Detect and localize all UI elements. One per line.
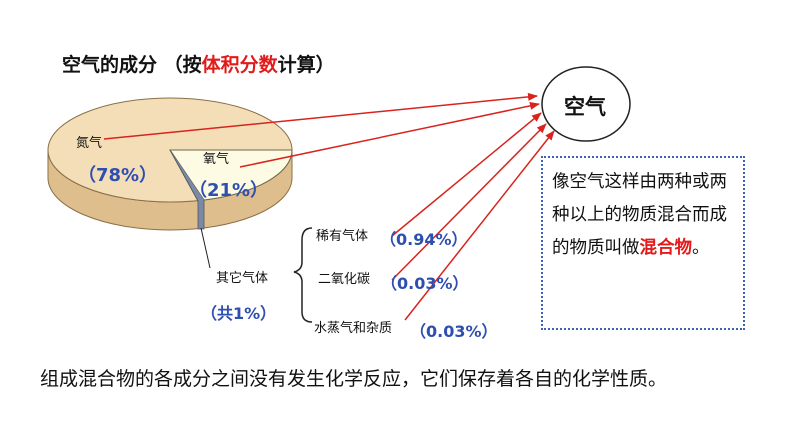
definition-box: 像空气这样由两种或两种以上的物质混合而成的物质叫做混合物。	[541, 156, 745, 330]
co2-percent: （0.03%）	[381, 274, 469, 293]
others-label: 其它气体	[216, 271, 269, 286]
vapor-percent: （0.03%）	[410, 322, 498, 341]
co2-label: 二氧化碳	[318, 272, 371, 287]
page-title: 空气的成分 （按体积分数计算）	[62, 50, 335, 77]
arrow-rare-gas	[391, 112, 542, 237]
oxygen-percent: （21%）	[189, 180, 269, 201]
title-highlight: 体积分数	[201, 54, 278, 76]
rare-gas-percent: （0.94%）	[380, 230, 468, 249]
definition-highlight: 混合物	[639, 238, 693, 258]
title-suffix: 计算）	[277, 54, 335, 76]
pie-side-cut	[169, 149, 205, 230]
vapor-label: 水蒸气和杂质	[314, 321, 393, 336]
bottom-statement: 组成混合物的各成分之间没有发生化学反应，它们保存着各自的化学性质。	[40, 368, 668, 390]
others-percent: （共1%）	[201, 304, 277, 323]
arrow-co2	[391, 123, 547, 281]
definition-text: 像空气这样由两种或两种以上的物质混合而成的物质叫做	[552, 172, 727, 258]
oxygen-label: 氧气	[203, 152, 230, 167]
title-prefix: 空气的成分 （按	[62, 54, 202, 76]
others-leader	[200, 227, 211, 269]
air-label: 空气	[564, 95, 606, 119]
arrow-oxygen	[239, 101, 540, 168]
arrow-nitrogen	[103, 92, 538, 140]
nitrogen-percent: （78%）	[78, 165, 158, 186]
others-brace	[293, 227, 313, 323]
arrow-vapor	[404, 130, 555, 321]
nitrogen-label: 氮气	[76, 136, 103, 151]
air-ellipse	[541, 66, 631, 142]
rare-gas-label: 稀有气体	[316, 229, 369, 244]
definition-end: 。	[692, 238, 710, 258]
